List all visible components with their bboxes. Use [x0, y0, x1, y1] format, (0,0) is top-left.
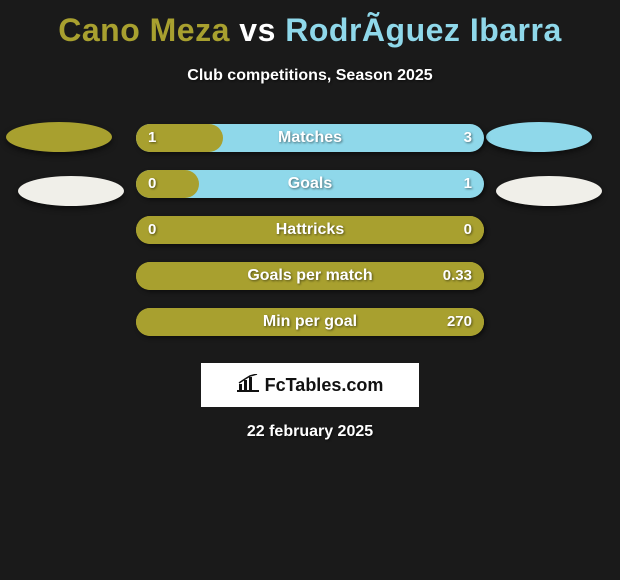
source-logo[interactable]: FcTables.com: [201, 363, 419, 407]
title-vs: vs: [239, 12, 276, 48]
stat-value-left: 0: [148, 216, 156, 244]
comparison-card: Cano Meza vs RodrÃ­guez Ibarra Club comp…: [0, 0, 620, 441]
stat-row: Matches1 3: [0, 115, 620, 161]
stat-bar: Hattricks0 0: [136, 216, 484, 244]
stat-value-left: 1: [148, 124, 156, 152]
title-player1: Cano Meza: [58, 12, 230, 48]
title-player2: RodrÃ­guez Ibarra: [285, 12, 561, 48]
stat-label: Matches: [136, 124, 484, 152]
stat-bar: Goals per match0.33: [136, 262, 484, 290]
logo-text: FcTables.com: [265, 375, 384, 396]
stat-row: Goals per match0.33: [0, 253, 620, 299]
stat-value-right: 3: [464, 124, 472, 152]
stat-value-left: 0: [148, 170, 156, 198]
stat-label: Goals per match: [136, 262, 484, 290]
subtitle: Club competitions, Season 2025: [0, 67, 620, 85]
stat-value-right: 1: [464, 170, 472, 198]
stats-area: Matches13Goals01Hattricks00Goals per mat…: [0, 115, 620, 345]
stat-row: Min per goal270: [0, 299, 620, 345]
stat-value-right: 270: [447, 308, 472, 336]
stat-value-right: 0: [464, 216, 472, 244]
stat-label: Min per goal: [136, 308, 484, 336]
chart-icon: [237, 374, 259, 397]
stat-bar: Goals0 1: [136, 170, 484, 198]
date-text: 22 february 2025: [0, 423, 620, 441]
page-title: Cano Meza vs RodrÃ­guez Ibarra: [0, 0, 620, 49]
stat-bar: Min per goal270: [136, 308, 484, 336]
stat-row: Goals0 1: [0, 161, 620, 207]
stat-bar: Matches1 3: [136, 124, 484, 152]
stat-value-right: 0.33: [443, 262, 472, 290]
stat-label: Goals: [136, 170, 484, 198]
stat-label: Hattricks: [136, 216, 484, 244]
stat-row: Hattricks0 0: [0, 207, 620, 253]
